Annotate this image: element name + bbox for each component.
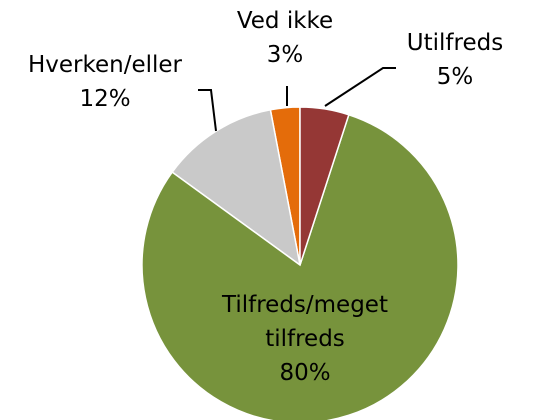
pie-slice	[299, 106, 350, 266]
value-label: 5%	[436, 64, 474, 90]
category-label: Utilfreds	[406, 30, 504, 56]
pie-slice	[171, 108, 302, 267]
category-label: Tilfreds/meget tilfreds	[222, 292, 388, 352]
category-label: Hverken/eller	[27, 52, 183, 78]
value-label: 3%	[266, 42, 304, 68]
slice-label: Hverken/eller 12%	[5, 48, 205, 116]
leader-line	[198, 89, 217, 132]
pie-slice	[141, 113, 459, 420]
value-label: 12%	[79, 86, 131, 112]
category-label: Ved ikke	[236, 8, 334, 34]
slice-label: Utilfreds 5%	[390, 26, 520, 94]
slice-label: Tilfreds/meget tilfreds 80%	[195, 288, 415, 390]
leader-line	[324, 67, 396, 107]
slice-label: Ved ikke 3%	[220, 4, 350, 72]
value-label: 80%	[279, 360, 331, 386]
